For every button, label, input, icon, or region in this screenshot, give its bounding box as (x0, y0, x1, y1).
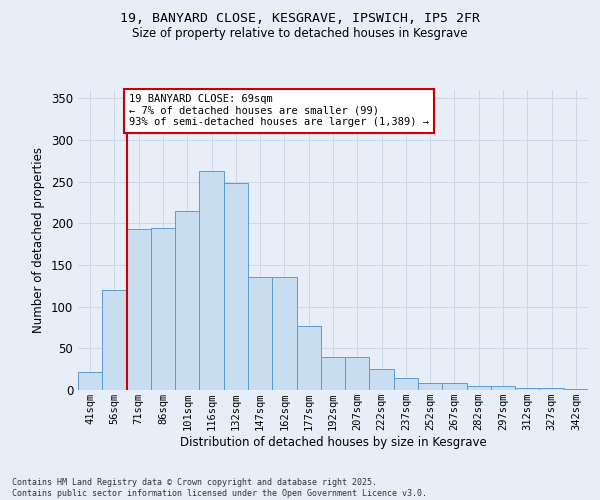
Text: 19, BANYARD CLOSE, KESGRAVE, IPSWICH, IP5 2FR: 19, BANYARD CLOSE, KESGRAVE, IPSWICH, IP… (120, 12, 480, 26)
Bar (442, 384, 467, 390)
Bar (321, 356, 345, 390)
Text: Contains HM Land Registry data © Crown copyright and database right 2025.
Contai: Contains HM Land Registry data © Crown c… (12, 478, 427, 498)
Bar (151, 228, 175, 390)
Bar (272, 276, 296, 390)
Bar (296, 326, 321, 390)
Bar (127, 229, 151, 390)
Text: Size of property relative to detached houses in Kesgrave: Size of property relative to detached ho… (132, 28, 468, 40)
Bar (394, 378, 418, 390)
Bar (224, 184, 248, 390)
Bar (467, 386, 491, 390)
Bar (248, 276, 272, 390)
Bar (102, 290, 127, 390)
Bar (539, 388, 564, 390)
Bar (175, 211, 199, 390)
Bar (515, 388, 539, 390)
X-axis label: Distribution of detached houses by size in Kesgrave: Distribution of detached houses by size … (179, 436, 487, 449)
Bar (78, 372, 102, 390)
Y-axis label: Number of detached properties: Number of detached properties (32, 147, 46, 333)
Bar (564, 389, 588, 390)
Bar (491, 386, 515, 390)
Bar (345, 356, 370, 390)
Bar (199, 171, 224, 390)
Bar (370, 369, 394, 390)
Bar (418, 384, 442, 390)
Text: 19 BANYARD CLOSE: 69sqm
← 7% of detached houses are smaller (99)
93% of semi-det: 19 BANYARD CLOSE: 69sqm ← 7% of detached… (129, 94, 429, 128)
